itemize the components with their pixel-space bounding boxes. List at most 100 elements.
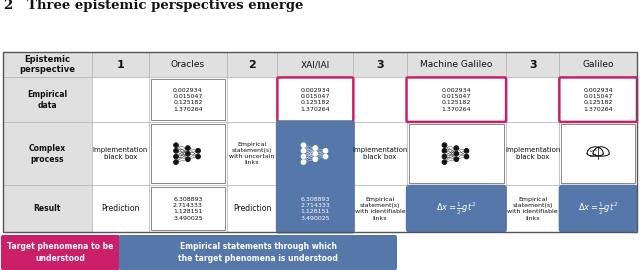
Circle shape [301, 143, 305, 147]
Bar [406, 185, 506, 232]
Bar [3, 185, 92, 232]
Bar [506, 122, 559, 185]
FancyBboxPatch shape [406, 77, 506, 122]
Circle shape [301, 148, 305, 153]
Bar [149, 122, 227, 185]
Text: 0.002934
0.015047
0.125182
1.370264: 0.002934 0.015047 0.125182 1.370264 [173, 87, 203, 112]
Text: Complex
process: Complex process [29, 144, 66, 164]
FancyBboxPatch shape [277, 122, 354, 232]
Text: Empirical
statement(s)
with uncertain
links: Empirical statement(s) with uncertain li… [229, 142, 275, 166]
Bar [149, 77, 227, 122]
Circle shape [313, 157, 317, 161]
Bar [408, 124, 504, 183]
Text: 0.002934
0.015047
0.125182
1.370264: 0.002934 0.015047 0.125182 1.370264 [301, 87, 330, 112]
Bar [353, 52, 406, 77]
Bar [227, 122, 277, 185]
Text: Implementation
black box: Implementation black box [93, 147, 148, 160]
Circle shape [196, 154, 200, 159]
Text: 2: 2 [248, 60, 256, 70]
Circle shape [196, 148, 200, 153]
Circle shape [301, 154, 305, 159]
Bar [3, 52, 637, 232]
Circle shape [174, 148, 178, 153]
Text: 0.002934
0.015047
0.125182
1.370264: 0.002934 0.015047 0.125182 1.370264 [442, 87, 471, 112]
Text: Empirical
statement(s)
with identifiable
links: Empirical statement(s) with identifiable… [355, 197, 405, 221]
Bar [227, 52, 277, 77]
Bar [353, 122, 406, 185]
Bar [3, 52, 92, 77]
Bar [227, 77, 277, 122]
Text: 2   Three epistemic perspectives emerge: 2 Three epistemic perspectives emerge [4, 0, 303, 12]
Text: Machine Galileo: Machine Galileo [420, 60, 493, 69]
Bar [559, 185, 637, 232]
Bar [506, 77, 559, 122]
Text: $\Delta x = \frac{1}{2}gt^2$: $\Delta x = \frac{1}{2}gt^2$ [436, 201, 476, 217]
Text: 3: 3 [376, 60, 384, 70]
Text: Result: Result [34, 204, 61, 213]
Text: Empirical
statement(s)
with identifiable
links: Empirical statement(s) with identifiable… [508, 197, 558, 221]
Circle shape [186, 151, 190, 156]
Circle shape [174, 154, 178, 159]
Circle shape [442, 160, 447, 164]
Bar [151, 79, 225, 120]
Text: XAI/IAI: XAI/IAI [301, 60, 330, 69]
Circle shape [454, 146, 458, 150]
Circle shape [186, 157, 190, 161]
Bar [559, 52, 637, 77]
FancyBboxPatch shape [559, 77, 637, 122]
Circle shape [174, 143, 178, 147]
Text: Prediction: Prediction [101, 204, 140, 213]
FancyBboxPatch shape [406, 185, 506, 232]
Bar [151, 187, 225, 230]
Text: 1: 1 [116, 60, 124, 70]
Bar [277, 77, 353, 122]
Bar [277, 52, 353, 77]
Bar [277, 185, 353, 232]
Bar [92, 77, 149, 122]
Bar [92, 122, 149, 185]
Circle shape [442, 148, 447, 153]
Bar [406, 52, 506, 77]
Circle shape [465, 154, 468, 159]
Text: Epistemic
perspective: Epistemic perspective [19, 55, 76, 75]
Text: Galileo: Galileo [582, 60, 614, 69]
Bar [561, 124, 635, 183]
Bar [506, 52, 559, 77]
FancyBboxPatch shape [559, 185, 637, 232]
Text: 3: 3 [529, 60, 536, 70]
Circle shape [186, 146, 190, 150]
Text: Oracles: Oracles [171, 60, 205, 69]
Circle shape [323, 148, 328, 153]
Bar [3, 122, 92, 185]
Text: Prediction: Prediction [233, 204, 271, 213]
Bar [3, 77, 92, 122]
Text: Empirical
data: Empirical data [28, 90, 67, 110]
Circle shape [313, 146, 317, 150]
Text: Empirical statements through which
the target phenomena is understood: Empirical statements through which the t… [178, 242, 338, 262]
Bar [92, 52, 149, 77]
Bar [559, 77, 637, 122]
Bar [149, 52, 227, 77]
FancyBboxPatch shape [1, 235, 120, 270]
Circle shape [174, 160, 178, 164]
Text: 0.002934
0.015047
0.125182
1.370264: 0.002934 0.015047 0.125182 1.370264 [583, 87, 613, 112]
Circle shape [323, 154, 328, 159]
Bar [151, 124, 225, 183]
Text: Implementation
black box: Implementation black box [352, 147, 408, 160]
Circle shape [442, 143, 447, 147]
Circle shape [454, 157, 458, 161]
Bar [353, 185, 406, 232]
Text: Implementation
black box: Implementation black box [505, 147, 561, 160]
Circle shape [301, 160, 305, 164]
Circle shape [442, 154, 447, 159]
Text: 6.308893
2.714333
1.128151
3.490025: 6.308893 2.714333 1.128151 3.490025 [173, 197, 203, 221]
Circle shape [465, 148, 468, 153]
Bar [149, 185, 227, 232]
Bar [559, 122, 637, 185]
FancyBboxPatch shape [277, 77, 353, 122]
Bar [406, 77, 506, 122]
Circle shape [454, 151, 458, 156]
Bar [353, 77, 406, 122]
Circle shape [313, 151, 317, 156]
Text: $\Delta x = \frac{1}{2}gt^2$: $\Delta x = \frac{1}{2}gt^2$ [578, 201, 618, 217]
